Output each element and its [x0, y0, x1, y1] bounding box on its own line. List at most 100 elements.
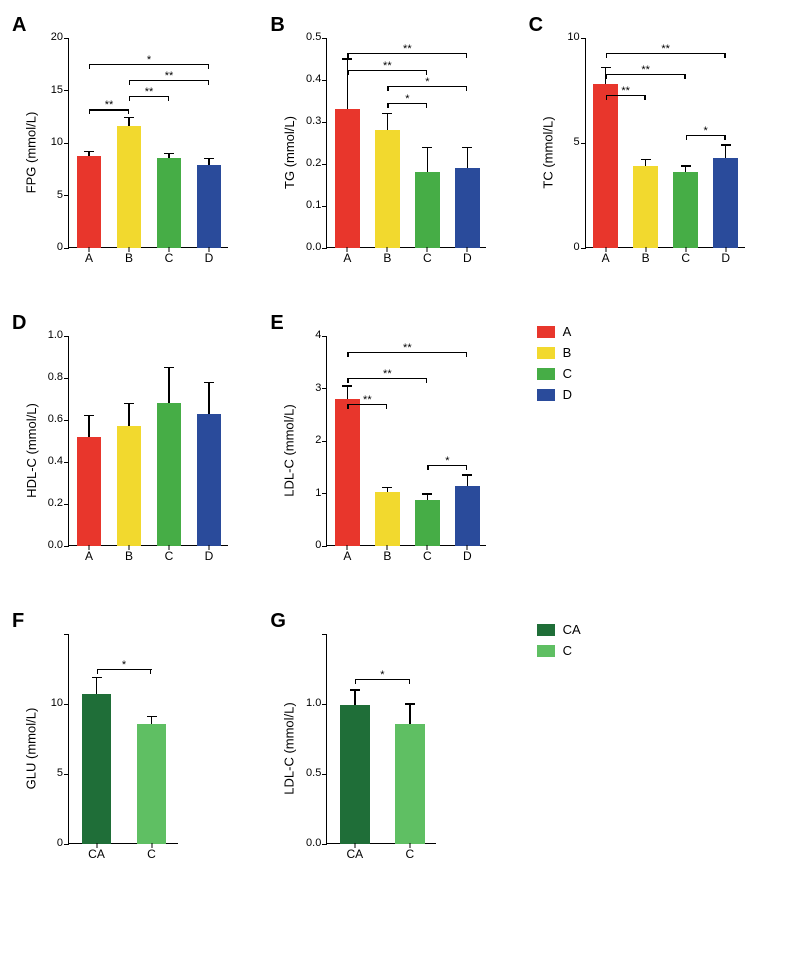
- legend-item: C: [537, 643, 767, 658]
- legend-swatch: [537, 624, 555, 636]
- legend-item: A: [537, 324, 767, 339]
- y-tick-label: 0.6: [23, 413, 63, 425]
- figure-grid: FPG (mmol/L)05101520ABCD*******A TG (mmo…: [20, 20, 767, 886]
- bar: [157, 158, 182, 248]
- legend-swatch: [537, 368, 555, 380]
- bar: [633, 166, 658, 248]
- y-tick-label: 10: [540, 31, 580, 43]
- x-tick-label: B: [642, 251, 650, 265]
- x-tick-label: D: [205, 549, 214, 563]
- panel-letter: G: [270, 610, 286, 633]
- bar: [157, 403, 182, 546]
- legend-label: B: [563, 345, 572, 360]
- y-tick-label: 0.8: [23, 371, 63, 383]
- significance-label: **: [363, 396, 372, 404]
- significance-label: **: [383, 62, 392, 70]
- x-tick-label: A: [85, 251, 93, 265]
- bar: [197, 165, 222, 248]
- y-axis-label: TC (mmol/L): [541, 38, 555, 266]
- y-tick-label: 1.0: [23, 329, 63, 341]
- bar: [82, 694, 112, 844]
- legend-item: C: [537, 366, 767, 381]
- x-tick-label: B: [383, 549, 391, 563]
- x-tick-label: B: [125, 549, 133, 563]
- bar-chart: 05101520ABCD*******: [68, 38, 228, 248]
- panel-letter: B: [270, 14, 284, 37]
- panel-letter: E: [270, 312, 283, 335]
- bar: [375, 130, 400, 248]
- y-tick-label: 4: [281, 329, 321, 341]
- y-tick-label: 1.0: [281, 697, 321, 709]
- y-tick-label: 5: [23, 189, 63, 201]
- y-tick-label: 0.5: [281, 767, 321, 779]
- x-tick-label: D: [463, 251, 472, 265]
- x-tick-label: D: [721, 251, 730, 265]
- panel-A: FPG (mmol/L)05101520ABCD*******A: [20, 20, 250, 290]
- legend-swatch: [537, 389, 555, 401]
- x-tick-label: C: [423, 251, 432, 265]
- bar: [395, 724, 425, 844]
- y-axis-label: LDL-C (mmol/L): [282, 336, 296, 564]
- bar: [455, 168, 480, 248]
- y-tick-label: 0.4: [23, 455, 63, 467]
- x-tick-label: CA: [88, 847, 105, 861]
- y-tick-label: 0.1: [281, 199, 321, 211]
- bar: [335, 109, 360, 248]
- y-tick-label: 0.0: [281, 241, 321, 253]
- significance-label: *: [425, 78, 429, 86]
- bar: [137, 724, 167, 844]
- significance-label: **: [105, 101, 114, 109]
- y-tick-label: 1: [281, 487, 321, 499]
- legend-item: CA: [537, 622, 767, 637]
- x-tick-label: D: [463, 549, 472, 563]
- y-tick-label: 5: [23, 767, 63, 779]
- bar: [117, 126, 142, 248]
- bar-chart: 0510ABCD*******: [585, 38, 745, 248]
- y-tick-label: 5: [540, 136, 580, 148]
- significance-label: *: [445, 457, 449, 465]
- bar-chart: 01234ABCD*******: [326, 336, 486, 546]
- y-tick-label: 0.3: [281, 115, 321, 127]
- x-tick-label: C: [165, 251, 174, 265]
- legend-label: C: [563, 366, 572, 381]
- bar-chart: 0.00.20.40.60.81.0ABCD: [68, 336, 228, 546]
- x-tick-label: C: [681, 251, 690, 265]
- legend-label: CA: [563, 622, 581, 637]
- significance-label: **: [145, 88, 154, 96]
- panel-C: TC (mmol/L)0510ABCD*******C: [537, 20, 767, 290]
- y-tick-label: 0.2: [281, 157, 321, 169]
- legend-item: D: [537, 387, 767, 402]
- significance-label: *: [380, 671, 384, 679]
- bar: [340, 705, 370, 844]
- y-tick-label: 0: [540, 241, 580, 253]
- legend-swatch: [537, 326, 555, 338]
- y-tick-label: 0: [281, 539, 321, 551]
- bar: [415, 500, 440, 546]
- panel-letter: D: [12, 312, 26, 335]
- x-tick-label: A: [343, 549, 351, 563]
- x-tick-label: B: [383, 251, 391, 265]
- y-tick-label: 0.2: [23, 497, 63, 509]
- x-tick-label: D: [205, 251, 214, 265]
- bar: [117, 426, 142, 546]
- bar-chart: 0.00.10.20.30.40.5ABCD******: [326, 38, 486, 248]
- legend-label: C: [563, 643, 572, 658]
- y-tick-label: 2: [281, 434, 321, 446]
- y-axis-label: GLU (mmol/L): [24, 634, 38, 862]
- significance-label: *: [704, 127, 708, 135]
- panel-G: LDL-C (mmol/L)0.00.51.0CAC*G: [278, 616, 508, 886]
- x-tick-label: B: [125, 251, 133, 265]
- significance-label: *: [122, 661, 126, 669]
- x-tick-label: A: [343, 251, 351, 265]
- y-axis-label: LDL-C (mmol/L): [282, 634, 296, 862]
- bar: [593, 84, 618, 248]
- bar: [713, 158, 738, 248]
- y-tick-label: 0: [23, 837, 63, 849]
- significance-label: **: [661, 45, 670, 53]
- bar: [77, 437, 102, 546]
- panel-letter: C: [529, 14, 543, 37]
- bar: [455, 486, 480, 546]
- y-tick-label: 0.4: [281, 73, 321, 85]
- legend-label: A: [563, 324, 572, 339]
- y-tick-label: 3: [281, 382, 321, 394]
